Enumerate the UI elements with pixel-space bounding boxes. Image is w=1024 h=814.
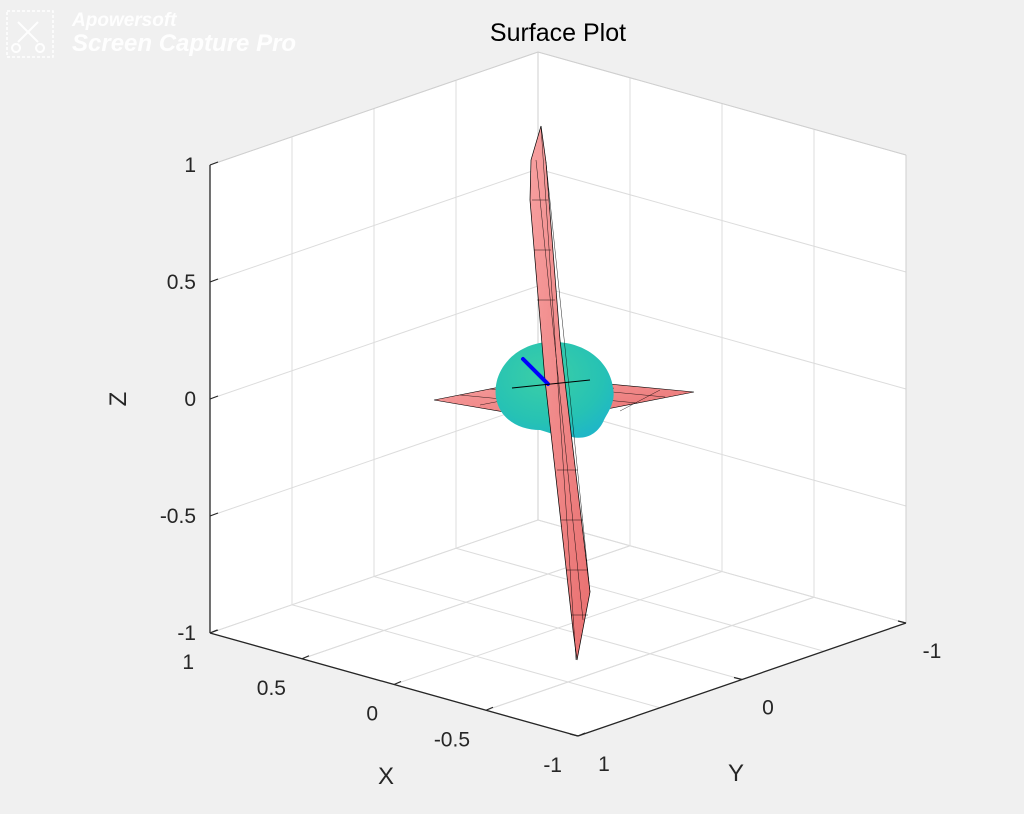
y-tick-mark xyxy=(897,620,907,624)
vertical-plane-mesh xyxy=(532,125,591,661)
x-tick-label: -1 xyxy=(543,754,562,777)
y-axis-label: Y xyxy=(728,760,744,787)
y-grid-line-floor xyxy=(537,519,907,624)
z-tick-label: 0 xyxy=(184,388,196,411)
z-tick-label: -1 xyxy=(177,622,196,645)
y-tick-mark xyxy=(569,733,579,737)
z-tick-mark xyxy=(209,512,219,517)
z-tick-mark xyxy=(209,161,219,166)
z-tick-label: 1 xyxy=(184,154,196,177)
normal-vector xyxy=(521,357,550,386)
z-axis-label: Z xyxy=(105,392,132,407)
z-tick-label: -0.5 xyxy=(160,505,196,528)
z-tick-mark xyxy=(209,278,219,283)
y-tick-label: 0 xyxy=(762,697,774,720)
x-tick-mark xyxy=(485,706,494,711)
y-grid-line-floor xyxy=(373,576,743,680)
watermark-product: Screen Capture Pro xyxy=(72,30,296,57)
scissors-pen-icon-glyph xyxy=(11,21,46,53)
z-tick-label: 0.5 xyxy=(167,271,196,294)
y-tick-label: 1 xyxy=(598,753,610,776)
y-tick-label: -1 xyxy=(923,640,942,663)
watermark-brand: Apowersoft xyxy=(71,10,177,31)
x-tick-mark xyxy=(301,655,310,660)
z-tick-mark xyxy=(209,395,219,400)
x-tick-mark xyxy=(577,732,586,737)
x-tick-label: 0 xyxy=(366,703,378,726)
watermark: Apowersoft Screen Capture Pro xyxy=(6,10,296,58)
x-tick-mark xyxy=(393,680,402,686)
scissors-pen-icon xyxy=(6,10,54,58)
x-tick-label: 0.5 xyxy=(257,677,286,700)
y-tick-mark xyxy=(733,676,743,681)
x-grid-line-minor xyxy=(485,596,815,711)
x-tick-mark xyxy=(209,629,218,634)
axis-cross-line xyxy=(511,379,591,389)
y-grid-line-minor xyxy=(291,604,661,709)
y-grid-line-minor xyxy=(455,547,825,652)
x-axis-label: X xyxy=(378,763,394,790)
chart-title: Surface Plot xyxy=(490,19,626,47)
surfaces xyxy=(433,125,695,661)
x-tick-label: 1 xyxy=(182,651,194,674)
x-tick-label: -0.5 xyxy=(434,728,470,751)
ticks: 1 0.5 0 -0.5 -1 1 0.5 0 -0.5 -1 -1 0 1 xyxy=(160,154,942,777)
